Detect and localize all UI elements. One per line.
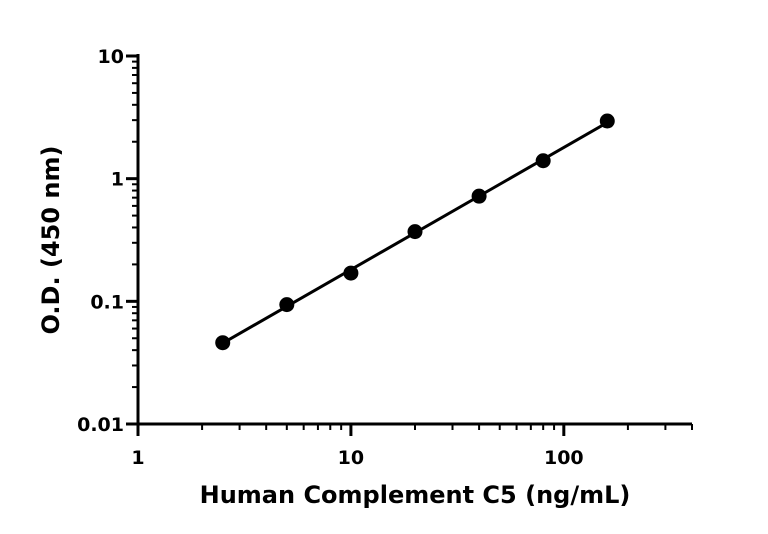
data-point [599,113,615,129]
data-points [215,113,615,351]
data-point [215,335,231,351]
x-tick-label: 100 [544,447,584,469]
tick-labels: 0.01 0.1 1 10 1 10 100 [77,46,584,469]
x-tick-label: 10 [338,447,364,469]
data-point [535,153,551,169]
data-point [471,188,487,204]
data-point [279,297,295,313]
data-point [407,224,423,240]
axes [126,54,693,436]
x-tick-label: 1 [131,447,144,469]
y-tick-label: 0.1 [90,291,124,313]
y-tick-label: 0.01 [77,414,124,436]
y-tick-label: 1 [111,169,124,191]
y-tick-label: 10 [98,46,124,68]
y-axis-title: O.D. (450 nm) [37,146,65,335]
data-point [343,265,359,281]
x-axis-title: Human Complement C5 (ng/mL) [200,481,631,509]
